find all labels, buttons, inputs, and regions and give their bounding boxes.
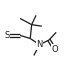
Text: N: N: [36, 40, 43, 49]
Text: S: S: [5, 31, 10, 40]
Text: O: O: [51, 45, 58, 54]
